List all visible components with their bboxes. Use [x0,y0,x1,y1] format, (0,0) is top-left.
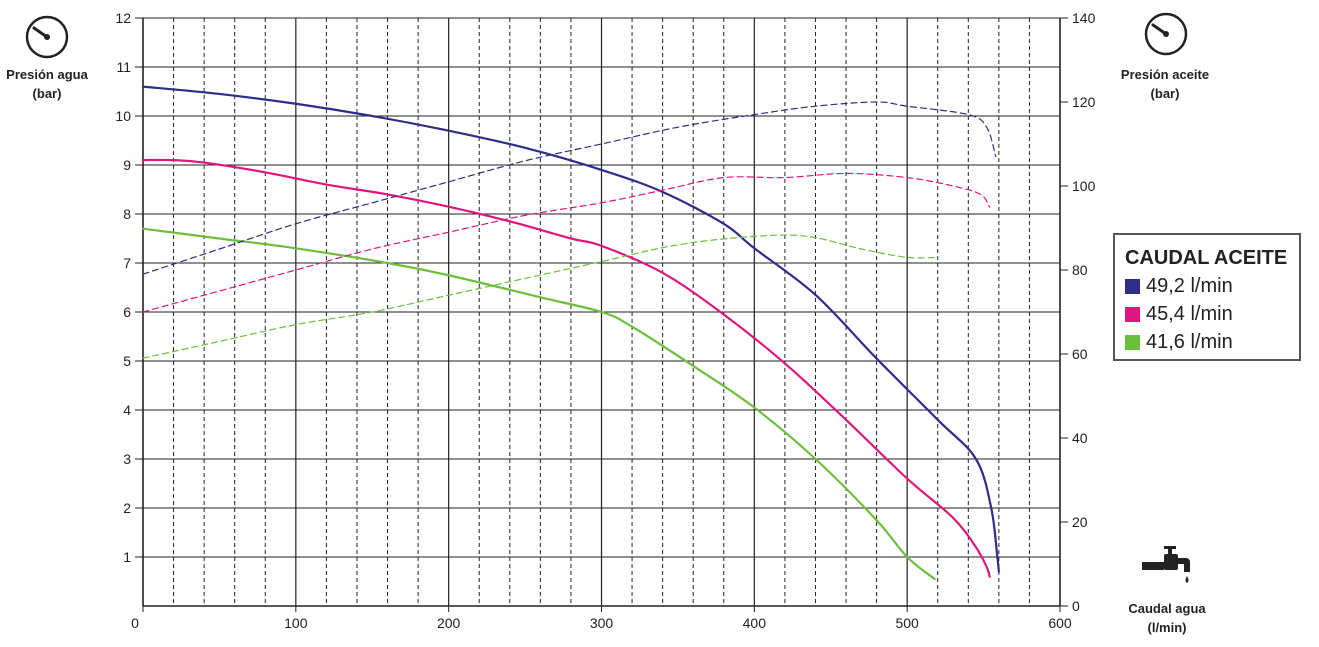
x-axis-label-line1: Caudal agua [1128,601,1206,616]
series-water-pressure-line [141,227,936,581]
x-axis-label-line2: (l/min) [1147,620,1187,635]
legend-label: 49,2 l/min [1146,274,1233,297]
y-left-tick-label: 12 [115,10,131,26]
y-right-tick-label: 100 [1072,178,1096,194]
legend-item: 49,2 l/min [1125,272,1299,300]
left-axis-label-line1: Presión agua [6,67,88,82]
y-left-tick-label: 6 [123,304,131,320]
right-axis-label-line1: Presión aceite [1120,67,1210,82]
y-left-tick-label: 8 [123,206,131,222]
series-water-pressure-line [141,85,1000,573]
y-left-tick-label: 7 [123,255,131,271]
y-right-tick-label: 40 [1072,430,1088,446]
y-right-tick-label: 20 [1072,514,1088,530]
x-tick-label: 500 [895,615,919,631]
y-left-tick-label: 3 [123,451,131,467]
y-right-tick-label: 120 [1072,94,1096,110]
series-oil-pressure-line [142,172,991,313]
legend-swatch [1125,306,1140,322]
right-axis-label-line2: (bar) [1150,86,1180,101]
series-water-pressure-line [141,158,991,578]
legend-item: 45,4 l/min [1125,300,1299,328]
x-tick-label: 100 [284,615,308,631]
pressure-gauge-icon [1144,12,1188,56]
y-right-tick-label: 80 [1072,262,1088,278]
legend-swatch [1125,278,1140,294]
x-tick-label: 600 [1048,615,1072,631]
y-left-tick-label: 5 [123,353,131,369]
left-axis-label: Presión agua (bar) [0,65,94,103]
left-axis-label-line2: (bar) [32,86,62,101]
x-tick-label: 200 [437,615,461,631]
y-left-tick-label: 10 [115,108,131,124]
y-right-tick-label: 60 [1072,346,1088,362]
series-oil-pressure-line [142,101,997,275]
y-left-tick-label: 9 [123,157,131,173]
y-right-tick-label: 0 [1072,598,1080,614]
y-left-tick-label: 11 [116,59,131,75]
x-axis-label: Caudal agua (l/min) [1112,599,1222,637]
x-tick-label: 400 [743,615,767,631]
x-tick-label: 300 [590,615,614,631]
series-oil-pressure-line [142,234,939,359]
legend-title: CAUDAL ACEITE [1125,247,1288,269]
legend-label: 45,4 l/min [1146,302,1233,325]
legend-item: 41,6 l/min [1125,328,1299,356]
pressure-gauge-icon [25,15,69,59]
y-left-tick-label: 1 [123,549,131,565]
legend-swatch [1125,334,1140,350]
water-tap-icon [1142,546,1190,583]
legend-label: 41,6 l/min [1146,330,1233,353]
y-right-tick-label: 140 [1072,10,1096,26]
y-left-tick-label: 4 [123,402,131,418]
legend: CAUDAL ACEITE 49,2 l/min 45,4 l/min 41,6… [1113,233,1301,361]
x-tick-label: 0 [131,615,139,631]
right-axis-label: Presión aceite (bar) [1110,65,1220,103]
y-left-tick-label: 2 [123,500,131,516]
